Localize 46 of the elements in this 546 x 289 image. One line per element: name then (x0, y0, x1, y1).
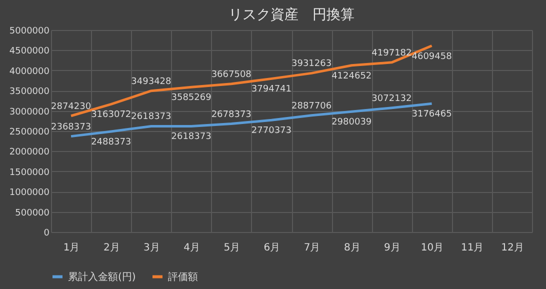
data-label: 2678373 (211, 110, 252, 120)
data-label: 2618373 (171, 132, 212, 142)
data-label: 2488373 (91, 137, 132, 148)
y-tick-label: 2500000 (9, 128, 50, 138)
chart-title: リスク資産 円換算 (228, 7, 354, 23)
y-tick-label: 2000000 (9, 148, 50, 158)
x-tick-label: 4月 (184, 242, 200, 254)
data-label: 2368373 (50, 122, 92, 132)
data-label: 2887706 (291, 101, 332, 112)
x-tick-label: 3月 (144, 242, 160, 254)
y-tick-label: 4500000 (9, 46, 50, 57)
data-label: 3931263 (291, 59, 332, 70)
data-label: 3667508 (211, 70, 252, 80)
x-tick-label: 5月 (224, 242, 240, 254)
data-label: 3794741 (251, 84, 292, 95)
x-tick-label: 2月 (103, 242, 120, 254)
data-label: 3163072 (91, 110, 132, 120)
y-tick-label: 3000000 (9, 107, 50, 118)
data-label: 4197182 (372, 48, 412, 58)
data-label: 2618373 (131, 112, 172, 122)
x-tick-label: 1月 (63, 242, 80, 254)
data-label: 3493428 (131, 76, 172, 87)
legend-label: 評価額 (168, 270, 198, 283)
data-label: 3176465 (412, 110, 452, 120)
data-label: 2874230 (50, 102, 92, 112)
y-tick-label: 3500000 (9, 87, 50, 98)
x-tick-label: 7月 (304, 242, 320, 254)
data-label: 4124652 (332, 71, 372, 82)
x-tick-label: 11月 (461, 242, 484, 254)
x-tick-label: 10月 (420, 242, 444, 254)
data-label: 3585269 (171, 93, 212, 104)
data-label: 2980039 (332, 118, 372, 128)
y-tick-label: 4000000 (9, 66, 50, 77)
data-label: 3072132 (372, 94, 412, 104)
x-tick-label: 8月 (344, 242, 360, 254)
data-label: 2770373 (251, 126, 292, 136)
data-label: 4609458 (412, 52, 452, 62)
x-tick-label: 9月 (384, 242, 400, 254)
legend-label: 累計入金額(円) (68, 270, 136, 283)
x-tick-label: 12月 (501, 242, 524, 254)
y-tick-label: 500000 (15, 208, 50, 218)
y-tick-label: 5000000 (9, 26, 50, 36)
y-tick-label: 1500000 (9, 168, 50, 178)
x-tick-label: 6月 (264, 242, 280, 254)
y-tick-label: 1000000 (9, 188, 50, 198)
y-tick-label: 0 (44, 228, 50, 238)
